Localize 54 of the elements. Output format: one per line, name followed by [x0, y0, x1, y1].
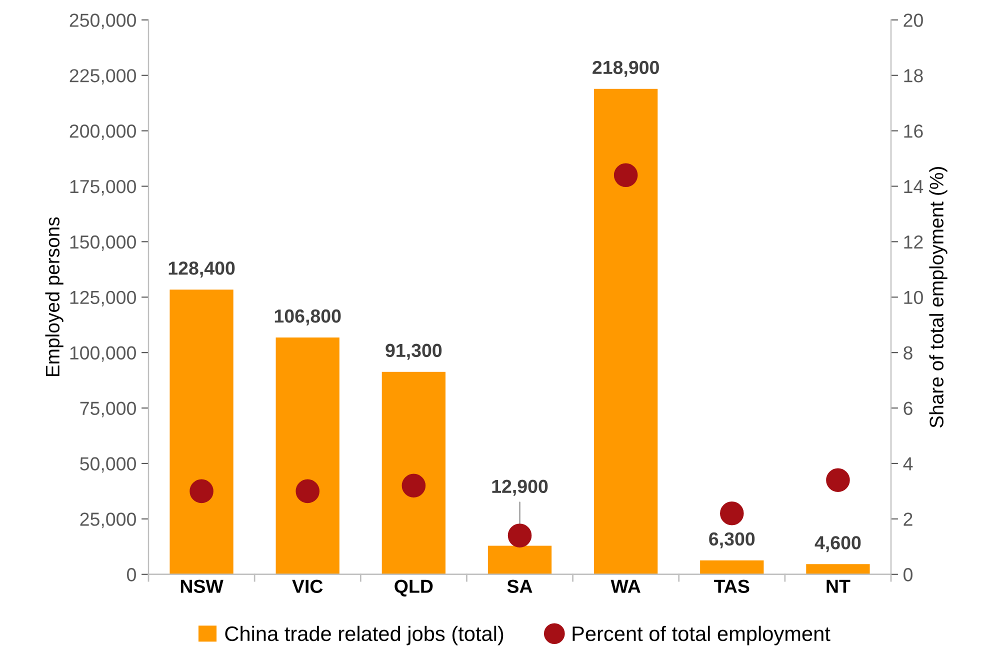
bar [170, 290, 234, 574]
bar [382, 372, 446, 574]
point [508, 524, 532, 548]
y-tick-label: 150,000 [70, 235, 136, 251]
point [614, 163, 638, 188]
y2-tick-label: 0 [904, 568, 912, 582]
bar [276, 338, 340, 574]
y-tick-label: 125,000 [70, 290, 136, 306]
bar [488, 546, 552, 574]
data-label: 91,300 [386, 344, 442, 360]
y-tick-label: 75,000 [80, 402, 136, 418]
y-tick-label: 175,000 [70, 180, 136, 196]
x-tick-label: NSW [180, 580, 224, 593]
data-label: 12,900 [492, 480, 548, 496]
x-tick-label: VIC [292, 580, 323, 593]
point [296, 479, 320, 504]
bar [806, 564, 870, 574]
data-label: 218,900 [592, 60, 659, 77]
point [720, 501, 744, 526]
y-tick-label: 250,000 [70, 14, 136, 30]
y-tick-label: 200,000 [70, 124, 136, 140]
data-label: 6,300 [709, 532, 755, 548]
y-tick-label: 50,000 [80, 457, 136, 473]
point [402, 474, 426, 498]
y-tick-label: 25,000 [80, 512, 136, 528]
bar [594, 88, 658, 574]
y2-tick-label: 14 [904, 180, 924, 194]
data-label: 4,600 [814, 536, 861, 552]
x-tick-label: TAS [714, 580, 750, 593]
bar [700, 560, 764, 574]
y2-tick-label: 16 [904, 124, 923, 138]
x-tick-label: WA [610, 580, 640, 593]
legend-label: China trade related jobs (total) [225, 626, 504, 646]
x-tick-label: NT [826, 580, 850, 593]
y2-tick-label: 12 [904, 235, 923, 248]
y-tick-label: 225,000 [70, 69, 136, 85]
y2-axis-title: Share of total employment (%) [929, 167, 948, 428]
point [826, 468, 850, 492]
point [190, 479, 214, 504]
x-tick-label: SA [507, 580, 532, 593]
y2-tick-label: 20 [904, 14, 923, 27]
y2-tick-label: 4 [903, 457, 913, 470]
y-tick-label: 0 [127, 568, 136, 582]
y2-tick-label: 2 [904, 512, 912, 526]
x-tick-label: QLD [394, 580, 433, 596]
legend-label: Percent of total employment [572, 626, 830, 646]
data-label: 128,400 [168, 262, 235, 278]
y2-tick-label: 18 [904, 69, 923, 82]
y-axis-title: Employed persons [45, 217, 64, 376]
data-label: 106,800 [274, 309, 341, 326]
y-tick-label: 100,000 [70, 346, 136, 362]
y2-tick-label: 10 [904, 290, 923, 304]
y2-tick-label: 8 [904, 346, 912, 360]
y2-tick-label: 6 [904, 402, 912, 416]
